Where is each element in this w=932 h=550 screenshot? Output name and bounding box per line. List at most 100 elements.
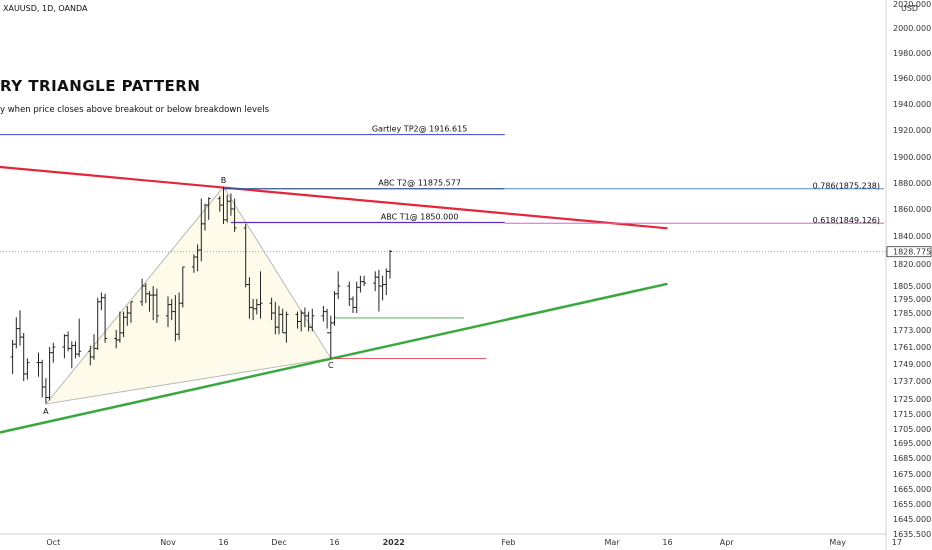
time-tick-label: 16	[329, 538, 339, 547]
ohlc-bar	[43, 378, 48, 404]
price-tick-label: 1773.000	[893, 326, 931, 335]
ohlc-bar	[347, 281, 352, 306]
ohlc-bar	[173, 295, 178, 342]
ohlc-bar	[191, 254, 196, 273]
gartley-tp2-label: Gartley TP2@ 1916.615	[372, 125, 467, 134]
price-tick-label: 1665.000	[893, 485, 931, 494]
ohlc-bar	[358, 275, 363, 293]
price-tick-label: 1960.000	[893, 74, 931, 83]
ohlc-bar	[328, 315, 333, 359]
current-price-box	[886, 246, 932, 258]
time-axis-ticks: Oct Nov 16 Dec 16 2022 Feb Mar 16 Apr May 17	[46, 538, 902, 547]
ohlc-bar	[243, 223, 248, 288]
time-tick-label: Feb	[501, 538, 515, 547]
current-price-label: 1828.775	[893, 248, 931, 257]
ohlc-bar	[384, 268, 389, 296]
ohlc-bar	[380, 275, 385, 301]
ohlc-bar	[36, 352, 41, 377]
time-tick-label: 17	[892, 538, 902, 547]
ohlc-bar	[143, 283, 148, 304]
time-tick-label: Oct	[46, 538, 60, 547]
ohlc-bar	[217, 196, 222, 212]
price-tick-label: 1675.000	[893, 470, 931, 479]
ohlc-bar	[73, 341, 78, 359]
ohlc-bar	[99, 292, 104, 311]
ohlc-bar	[51, 342, 56, 363]
ohlc-bar	[362, 275, 367, 286]
ohlc-bar	[114, 330, 119, 349]
ohlc-bar	[69, 341, 74, 369]
ohlc-bar	[180, 266, 185, 308]
ohlc-bar	[373, 271, 378, 292]
ohlc-bar	[269, 297, 274, 321]
ohlc-bar	[225, 194, 230, 223]
price-tick-label: 1715.000	[893, 410, 931, 419]
ohlc-bar	[277, 306, 281, 335]
time-tick-label: May	[829, 538, 846, 547]
ascending-trendline[interactable]	[0, 282, 668, 435]
ohlc-bar	[25, 358, 30, 380]
ohlc-bar	[14, 317, 19, 349]
ohlc-bar	[203, 203, 207, 231]
ohlc-bar	[166, 296, 170, 328]
ohlc-bar	[66, 331, 71, 352]
ohlc-bar	[21, 332, 26, 381]
chart-title: RY TRIANGLE PATTERN	[0, 77, 200, 95]
ohlc-bar	[195, 244, 200, 272]
price-tick-label: 2000.000	[893, 24, 931, 33]
time-tick-label: 16	[662, 538, 672, 547]
fib-618-label: 0.618(1849.126)	[813, 216, 880, 225]
ohlc-bar	[284, 311, 289, 343]
price-tick-label: 1860.000	[893, 205, 931, 214]
price-tick-label: 1805.000	[893, 282, 931, 291]
chart-subtitle: y when price closes above breakout or be…	[0, 105, 270, 115]
price-tick-label: 1795.000	[893, 295, 931, 304]
ohlc-bar	[247, 277, 252, 319]
ohlc-bar	[117, 311, 122, 343]
ohlc-bar	[95, 297, 100, 350]
descending-trendline[interactable]	[0, 165, 668, 230]
price-tick-label: 1820.000	[893, 260, 931, 269]
ohlc-bar	[199, 198, 204, 262]
ohlc-bar	[325, 308, 330, 334]
ohlc-bar	[206, 197, 211, 220]
price-tick-label: 1725.000	[893, 395, 931, 404]
abc-t2-label: ABC T2@ 11875.577	[378, 179, 461, 188]
ohlc-bar	[302, 307, 307, 328]
ohlc-bar	[147, 291, 152, 312]
ohlc-bar	[332, 291, 337, 326]
ohlc-bar	[47, 347, 52, 401]
time-tick-label: 2022	[383, 538, 405, 547]
price-tick-label: 1655.000	[893, 500, 931, 509]
ohlc-bar	[388, 250, 392, 279]
ohlc-bar	[140, 278, 145, 306]
price-tick-label: 1840.000	[893, 232, 931, 241]
price-tick-label: 1685.000	[893, 454, 931, 463]
currency-label: USD	[901, 4, 918, 13]
ohlc-bar	[258, 271, 263, 319]
price-tick-label: 2020.000	[893, 0, 931, 9]
symbol-label[interactable]: XAUUSD, 1D, OANDA	[3, 4, 88, 13]
ohlc-bar	[376, 269, 381, 312]
ohlc-bar	[77, 318, 82, 357]
ohlc-bar	[103, 293, 108, 343]
ohlc-bar	[18, 310, 22, 346]
ohlc-bar	[232, 198, 237, 232]
ohlc-bar	[280, 308, 285, 334]
price-tick-label: 1635.500	[893, 530, 931, 539]
price-scale[interactable]	[886, 0, 932, 550]
ohlc-bar	[228, 193, 233, 216]
ohlc-bar	[154, 288, 159, 323]
point-a-label: A	[43, 407, 49, 416]
ohlc-bar	[177, 292, 182, 340]
ohlc-bar	[273, 301, 278, 335]
ohlc-bar	[321, 306, 326, 322]
ohlc-bar	[40, 359, 45, 398]
ohlc-bar	[92, 334, 96, 360]
ohlc-bar	[310, 308, 315, 332]
ohlc-bar	[306, 311, 311, 332]
price-tick-label: 1980.000	[893, 49, 931, 58]
ohlc-bar	[299, 310, 304, 332]
ohlc-bar	[254, 299, 259, 315]
